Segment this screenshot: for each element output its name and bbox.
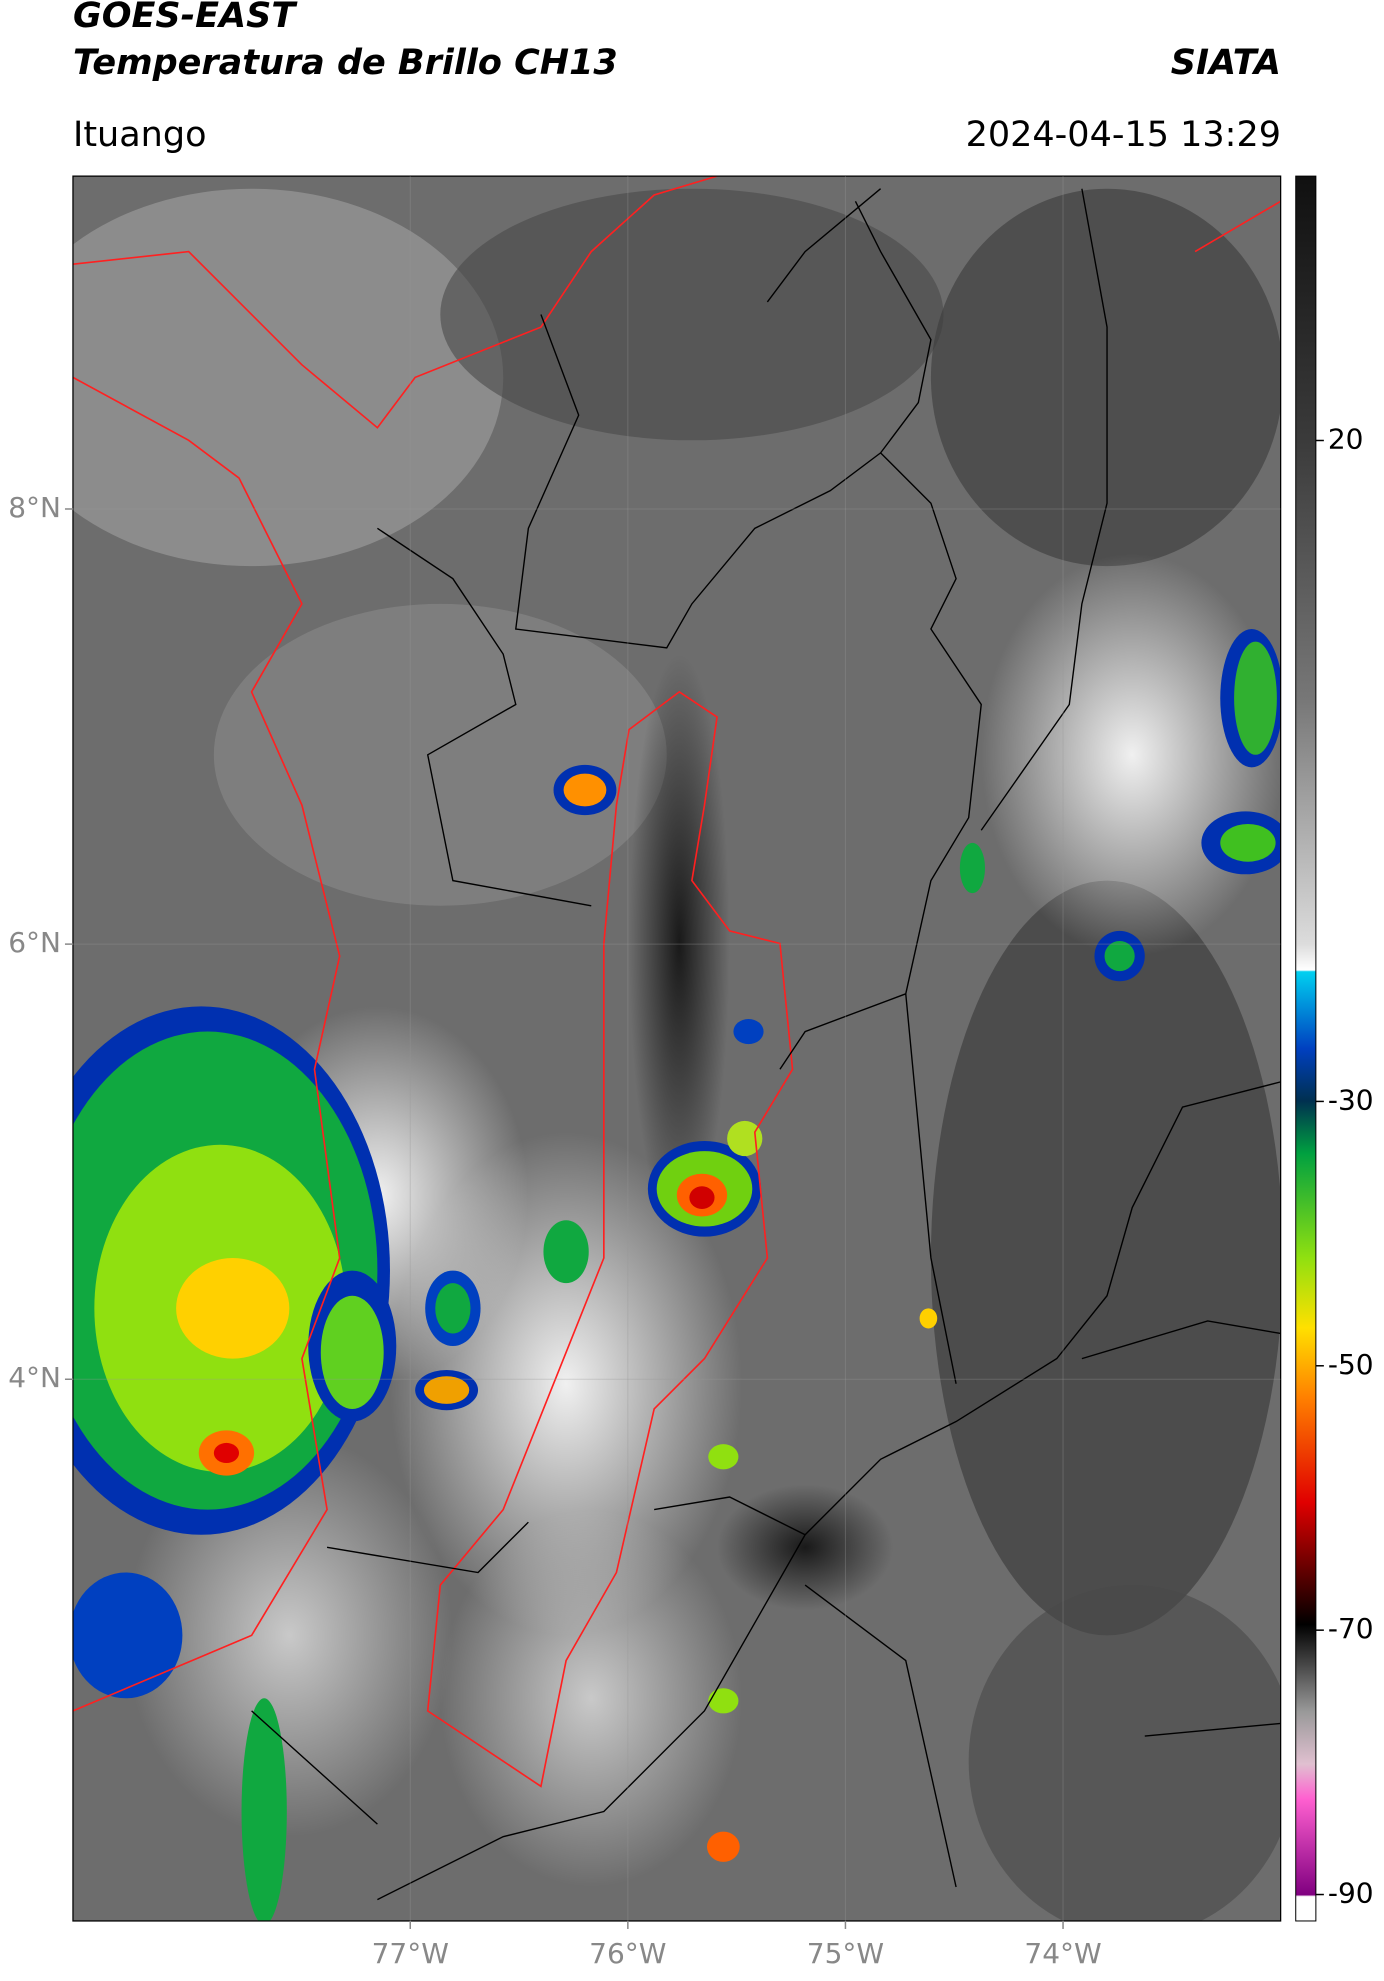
colorbar-tick-label: -50 — [1328, 1348, 1374, 1381]
colorbar-tick-label: -70 — [1328, 1612, 1374, 1645]
title-satellite: GOES-EAST — [73, 0, 298, 36]
colorbar-tick-label: -30 — [1328, 1083, 1374, 1116]
x-tick-label: 75°W — [807, 1937, 884, 1970]
institution: SIATA — [1171, 43, 1281, 83]
datetime: 2024-04-15 13:29 — [966, 115, 1281, 155]
location: Ituango — [73, 115, 207, 155]
colorbar-tick-label: -90 — [1328, 1877, 1374, 1910]
satellite-image — [72, 175, 1317, 1922]
title-product: Temperatura de Brillo CH13 — [73, 43, 618, 83]
x-tick-label: 74°W — [1024, 1937, 1101, 1970]
y-tick-label: 8°N — [8, 491, 61, 524]
y-tick-label: 4°N — [8, 1361, 61, 1394]
x-tick-label: 77°W — [372, 1937, 449, 1970]
x-tick-label: 76°W — [589, 1937, 666, 1970]
y-tick-label: 6°N — [8, 926, 61, 959]
colorbar-tick-label: 20 — [1328, 422, 1364, 455]
axes: 8°N 6°N 4°N 77°W 76°W 75°W 74°W 20 -30 -50 -70 -90 — [8, 176, 1374, 1970]
